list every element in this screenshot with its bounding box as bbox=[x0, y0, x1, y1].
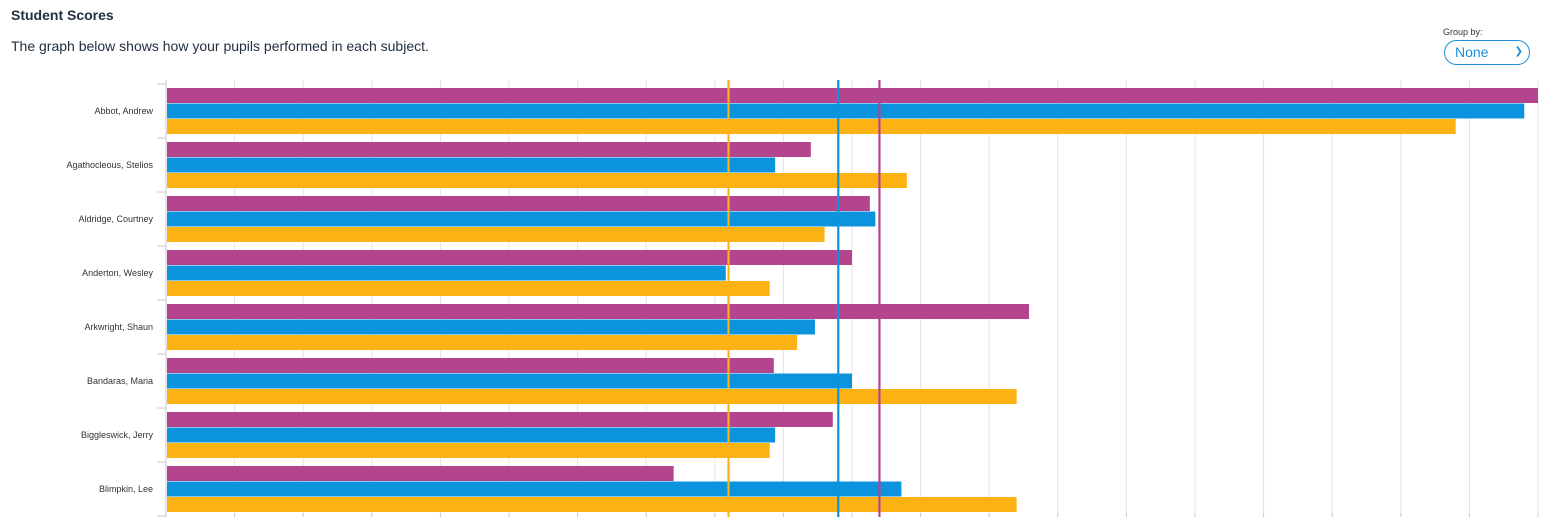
group-by-selected-value: None bbox=[1455, 44, 1489, 60]
category-label: Agathocleous, Stelios bbox=[66, 160, 153, 170]
bar-subject-1[interactable] bbox=[167, 196, 870, 211]
bar-subject-3[interactable] bbox=[167, 335, 798, 350]
bar-subject-2[interactable] bbox=[167, 103, 1525, 119]
bar-subject-2[interactable] bbox=[167, 373, 852, 389]
bar-subject-3[interactable] bbox=[167, 173, 907, 188]
category-label: Biggleswick, Jerry bbox=[81, 430, 154, 440]
bar-subject-1[interactable] bbox=[167, 142, 811, 157]
category-label: Blimpkin, Lee bbox=[99, 484, 153, 494]
student-scores-chart: Abbot, Andrew Agathocleous, Stelios Aldrid… bbox=[66, 80, 1539, 517]
bar-subject-3[interactable] bbox=[167, 119, 1456, 134]
bar-subject-2[interactable] bbox=[167, 427, 776, 443]
category-labels: Abbot, Andrew Agathocleous, Stelios Aldrid… bbox=[66, 106, 153, 494]
bar-subject-3[interactable] bbox=[167, 281, 770, 296]
page-subtitle: The graph below shows how your pupils pe… bbox=[11, 38, 429, 54]
bar-subject-1[interactable] bbox=[167, 250, 852, 265]
bar-subject-2[interactable] bbox=[167, 157, 776, 173]
category-label: Bandaras, Maria bbox=[87, 376, 153, 386]
bar-subject-2[interactable] bbox=[167, 265, 726, 281]
group-by-select[interactable]: None ❯ bbox=[1444, 40, 1530, 65]
category-label: Arkwright, Shaun bbox=[84, 322, 153, 332]
bar-subject-2[interactable] bbox=[167, 319, 815, 335]
category-label: Anderton, Wesley bbox=[82, 268, 153, 278]
chevron-down-icon: ❯ bbox=[1514, 46, 1523, 57]
bar-subject-3[interactable] bbox=[167, 389, 1017, 404]
bar-subject-1[interactable] bbox=[167, 412, 833, 427]
category-label: Abbot, Andrew bbox=[94, 106, 153, 116]
bar-subject-1[interactable] bbox=[167, 358, 774, 373]
bar-subject-1[interactable] bbox=[167, 88, 1538, 103]
page-title: Student Scores bbox=[11, 7, 114, 23]
bar-subject-1[interactable] bbox=[167, 304, 1029, 319]
bar-subject-2[interactable] bbox=[167, 211, 876, 227]
group-by-label: Group by: bbox=[1443, 27, 1483, 37]
bar-subject-3[interactable] bbox=[167, 497, 1017, 512]
bar-subject-3[interactable] bbox=[167, 443, 770, 458]
category-label: Aldridge, Courtney bbox=[78, 214, 153, 224]
reference-lines bbox=[727, 80, 881, 517]
bar-subject-2[interactable] bbox=[167, 481, 902, 497]
bars bbox=[167, 88, 1538, 512]
bar-subject-3[interactable] bbox=[167, 227, 825, 242]
bar-subject-1[interactable] bbox=[167, 466, 674, 481]
